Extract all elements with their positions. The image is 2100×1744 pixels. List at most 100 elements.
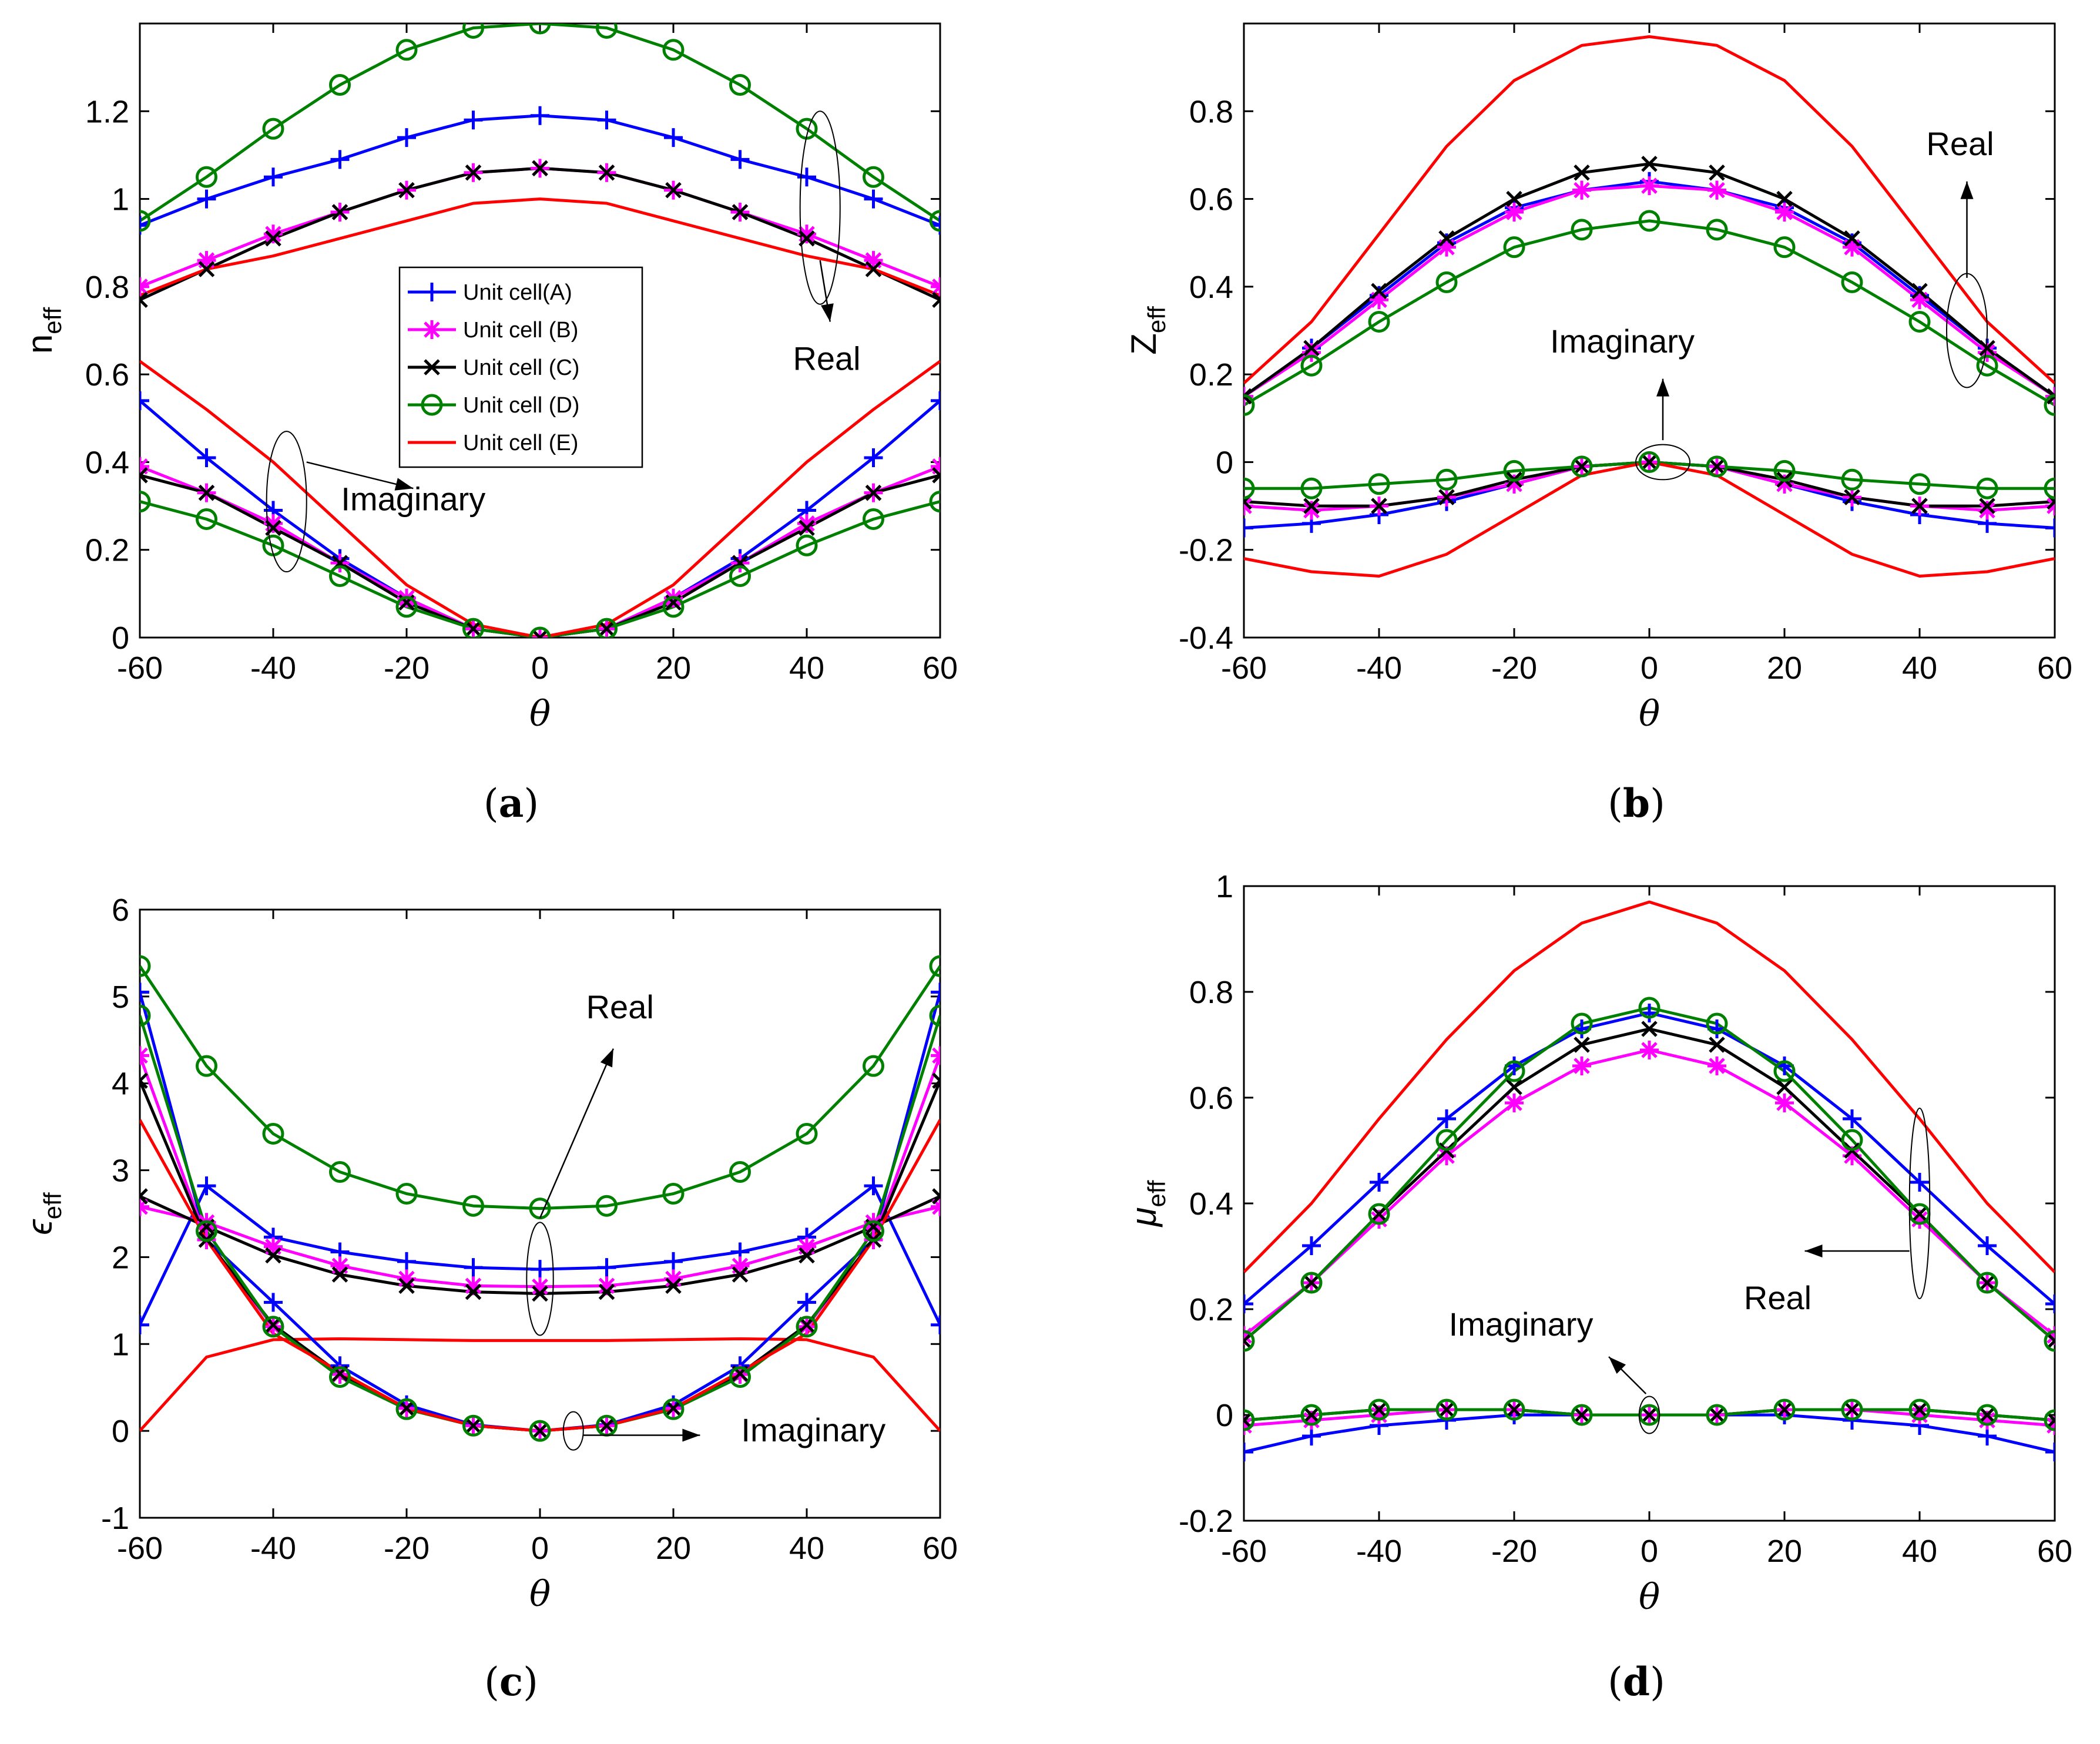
data-point-C <box>140 1188 148 1205</box>
data-point-B <box>597 1276 616 1296</box>
data-point-B <box>1302 501 1321 520</box>
y-tick-label: -0.4 <box>1179 621 1233 656</box>
data-point-B <box>464 1276 483 1296</box>
y-tick-label: 0.2 <box>85 533 129 568</box>
y-tick-label: 0.6 <box>85 357 129 393</box>
data-point-A <box>931 391 940 410</box>
data-point-C <box>140 467 148 484</box>
data-point-C <box>732 204 749 220</box>
series-line-D <box>140 500 940 638</box>
data-point-D <box>863 508 884 530</box>
data-point-B <box>397 1269 416 1289</box>
annotation-ellipse <box>799 110 841 305</box>
data-point-D <box>1571 455 1593 478</box>
data-point-D <box>662 1398 685 1420</box>
y-axis-label: Zeff <box>1124 306 1170 355</box>
data-point-D <box>1638 451 1660 473</box>
data-point-D <box>1368 473 1390 495</box>
data-point-A <box>1302 1236 1321 1255</box>
annotation-arrowhead <box>682 1428 700 1442</box>
data-point-C <box>1506 190 1522 207</box>
legend-label-B: Unit cell (B) <box>463 318 578 343</box>
data-point-D <box>1368 1398 1390 1421</box>
data-point-D <box>2044 477 2055 499</box>
data-point-C <box>1574 1407 1590 1423</box>
data-point-C <box>265 230 281 247</box>
data-point-D <box>1435 271 1458 293</box>
data-point-D <box>1503 236 1525 259</box>
data-point-A <box>1244 518 1253 538</box>
annotation-arrow <box>306 461 414 489</box>
panel-c: -60 -40 -20 0 20 40 60 -1 0 1 2 3 4 5 6 ϵeff θ (c) Real Ima… <box>20 893 958 1705</box>
data-point-C <box>398 1277 415 1294</box>
x-tick-label: 0 <box>531 1531 549 1566</box>
data-point-C <box>598 1283 615 1300</box>
data-point-D <box>2044 1330 2055 1352</box>
data-point-D <box>1638 210 1660 232</box>
data-point-D <box>662 596 685 618</box>
data-point-C <box>1574 458 1590 475</box>
data-point-C <box>1844 1401 1860 1418</box>
data-point-D <box>1368 1203 1390 1225</box>
data-point-A <box>2045 518 2055 538</box>
data-point-C <box>932 1188 940 1205</box>
data-point-D <box>1300 1272 1323 1294</box>
data-point-B <box>1302 343 1321 362</box>
x-tick-label: 40 <box>1902 1534 1937 1569</box>
data-point-D <box>1841 1398 1863 1421</box>
data-point-C <box>1776 190 1793 207</box>
panel-b: -60 -40 -20 0 20 40 60 -0.4 -0.2 0 0.2 0.4 0.6 0.8 Zef… <box>1124 22 2072 826</box>
data-point-D <box>529 626 551 638</box>
data-point-D <box>929 491 940 513</box>
y-tick-label: 1 <box>112 1327 129 1362</box>
data-point-A <box>864 189 883 209</box>
x-axis-label: θ <box>529 1574 551 1615</box>
data-point-C <box>532 160 548 177</box>
data-point-A <box>1978 1236 1997 1255</box>
data-point-D <box>796 1122 818 1145</box>
data-point-D <box>863 1055 884 1077</box>
data-point-D <box>1435 1129 1458 1151</box>
data-point-C <box>1641 156 1658 172</box>
series-line-E <box>1244 460 2055 578</box>
data-point-C <box>1776 1079 1793 1095</box>
data-point-A <box>2045 1443 2055 1461</box>
series-line-A <box>140 1184 940 1326</box>
data-point-A <box>197 189 216 209</box>
annotation: Real <box>1926 125 1994 388</box>
data-point-A <box>330 150 350 169</box>
data-point-D <box>140 1004 151 1027</box>
data-point-D <box>1244 1409 1255 1431</box>
data-point-A <box>264 167 283 187</box>
data-point-C <box>598 165 615 181</box>
data-point-D <box>1300 477 1323 499</box>
x-tick-label: 40 <box>789 650 824 686</box>
data-point-D <box>1976 354 1998 377</box>
data-point-C <box>1709 165 1725 181</box>
data-point-B <box>197 251 216 270</box>
data-point-C <box>799 519 815 536</box>
data-point-C <box>932 291 940 308</box>
data-point-B <box>2045 497 2055 516</box>
data-point-B <box>1775 1094 1794 1112</box>
annotation-ellipse <box>526 1222 554 1336</box>
data-point-D <box>662 1182 685 1205</box>
data-point-D <box>596 618 618 638</box>
data-point-A <box>597 1258 616 1277</box>
data-point-B <box>1370 290 1388 310</box>
panel-d: -60 -40 -20 0 20 40 60 -0.2 0 0.2 0.4 0.6 0.8 1 μeff θ (… <box>1124 869 2072 1705</box>
data-point-D <box>1435 1398 1458 1421</box>
annotation-arrowhead <box>1609 1357 1626 1374</box>
data-point-D <box>1841 468 1863 491</box>
data-point-B <box>730 1256 750 1276</box>
data-point-D <box>1300 354 1323 377</box>
data-point-C <box>865 484 882 501</box>
y-tick-label: 0 <box>1216 1398 1233 1433</box>
data-point-B <box>797 514 816 533</box>
data-point-D <box>196 508 217 530</box>
x-tick-label: -20 <box>1491 1534 1537 1569</box>
data-point-C <box>1776 1401 1793 1418</box>
data-point-A <box>397 128 416 147</box>
data-point-C <box>1371 498 1387 514</box>
data-point-B <box>264 514 283 533</box>
